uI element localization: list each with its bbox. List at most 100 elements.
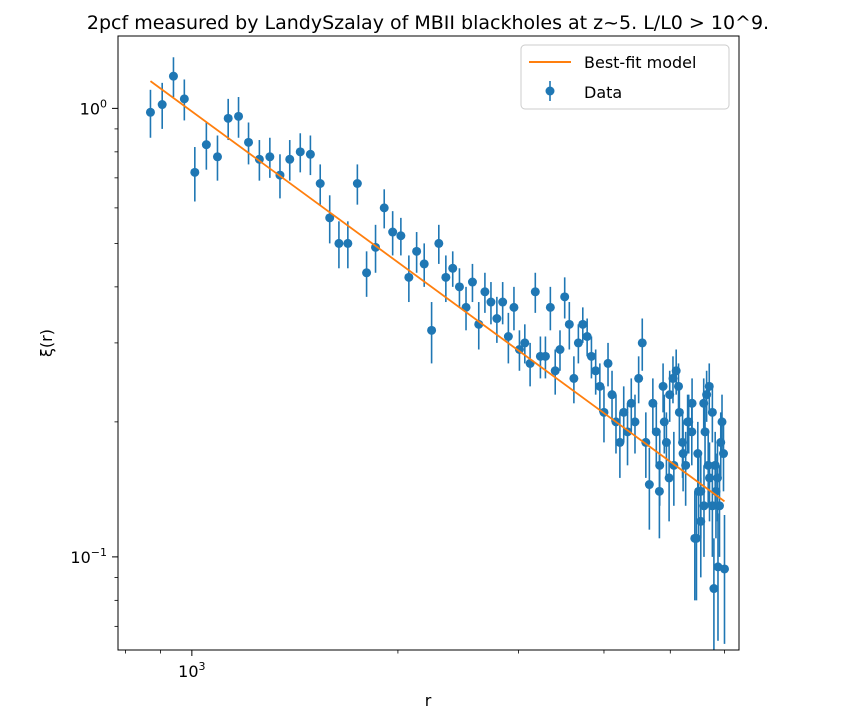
data-point [671,366,681,376]
data-point [607,390,617,400]
data-point [212,152,222,162]
data-point [427,325,437,335]
x-axis-label: r [425,691,432,710]
data-point [509,302,519,312]
data-point [265,152,275,162]
data-point [467,277,477,287]
data-point [545,302,555,312]
data-point [634,373,644,383]
data-point [719,564,729,574]
y-tick-label: 10−1 [70,546,107,567]
legend-box [520,44,730,110]
data-point [654,486,664,496]
data-point [244,137,254,147]
data-point [550,366,560,376]
data-point [700,427,710,437]
data-point [615,437,625,447]
data-point [717,417,727,427]
data-point [651,427,661,437]
data-point [514,344,524,354]
data-point [179,94,189,104]
data-point [595,381,605,391]
data-point [540,351,550,361]
legend-label-model: Best-fit model [584,53,696,72]
data-point [190,167,200,177]
data-point [434,238,444,248]
y-axis-label: ξ(r) [37,329,56,357]
data-point [305,149,315,159]
data-point [591,366,601,376]
data-point [404,272,414,282]
x-tick-label: 103 [178,660,205,681]
data-point [223,113,233,123]
data-point [709,584,719,594]
data-point [691,533,701,543]
data-point [703,460,713,470]
data-point [530,287,540,297]
data-point [712,473,722,483]
data-point [379,203,389,213]
best-fit-model-line [149,80,726,503]
data-point [578,319,588,329]
data-point [630,417,640,427]
data-point [492,314,502,324]
data-point [419,259,429,269]
data-point [603,358,613,368]
data-point [352,178,362,188]
data-point [315,178,325,188]
data-point [687,398,697,408]
y-tick-label: 100 [80,97,107,118]
data-point [704,381,714,391]
data-point [201,140,211,150]
data-point [362,268,372,278]
data-point [486,297,496,307]
data-point [664,473,674,483]
data-point [503,332,513,342]
data-point [454,282,464,292]
legend-marker-swatch [545,86,555,96]
data-point [569,373,579,383]
data-point [586,351,596,361]
data-point [619,407,629,417]
data-point [573,338,583,348]
data-point [343,238,353,248]
data-point [707,407,717,417]
legend: Best-fit model Data [520,44,730,110]
data-point [396,231,406,241]
data-point [388,227,398,237]
data-point [699,501,709,511]
data-point [325,213,335,223]
data-point [412,246,422,256]
data-point [637,338,647,348]
axis-ticks: 103 100 10−1 [70,97,725,681]
data-point [707,501,717,511]
data-point [674,407,684,417]
data-point [564,319,574,329]
data-point [644,480,654,490]
data-point [694,486,704,496]
data-point [498,297,508,307]
data-point [674,381,684,391]
legend-label-data: Data [584,83,622,102]
data-point [234,111,244,121]
data-point [626,398,636,408]
data-point [659,417,669,427]
data-point [678,449,688,459]
data-point [334,238,344,248]
data-point [665,390,675,400]
data-point [285,154,295,164]
data-point [658,381,668,391]
data-point [648,398,658,408]
data-point [560,292,570,302]
plot-area [145,57,729,650]
data-point [582,332,592,342]
data-point [520,338,530,348]
data-point [168,71,178,81]
chart-title: 2pcf measured by LandySzalay of MBII bla… [87,12,769,34]
data-point [668,373,678,383]
data-point [719,449,729,459]
data-point [683,417,693,427]
data-point [448,263,458,273]
data-point [441,272,451,282]
